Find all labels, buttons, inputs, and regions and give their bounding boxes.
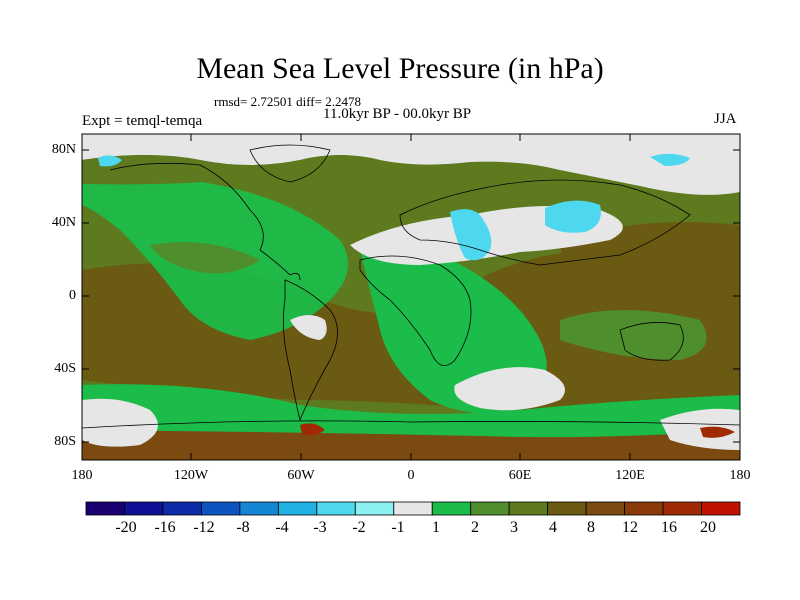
- lon-label-180w: 180: [71, 468, 93, 483]
- colorbar-label: -3: [313, 519, 327, 536]
- colorbar-swatch: [162, 501, 202, 516]
- colorbar-label: 4: [549, 519, 557, 536]
- coastlines: [82, 144, 740, 429]
- colorbar-label: 12: [622, 519, 638, 536]
- lat-label-40n: 40N: [51, 215, 76, 230]
- colorbar-label: 2: [471, 519, 479, 536]
- lon-label-180e: 180: [729, 468, 751, 483]
- coast-north-america: [109, 162, 301, 281]
- lat-label-0: 0: [69, 288, 76, 303]
- field-red-spot: [300, 423, 325, 436]
- colorbar-label: 3: [510, 519, 518, 536]
- lon-label-120w: 120W: [173, 468, 209, 483]
- colorbar-swatch: [85, 501, 125, 516]
- field-green-southern: [82, 384, 740, 438]
- colorbar-swatch: [316, 501, 356, 516]
- field-green-mid: [150, 242, 260, 274]
- colorbar-swatch: [508, 501, 549, 516]
- lon-label-60e: 60E: [508, 468, 532, 483]
- colorbar-swatch: [393, 501, 433, 516]
- colorbar-swatch: [585, 501, 625, 516]
- region-north-arctic-white: [82, 134, 740, 195]
- colorbar-label: -1: [391, 519, 405, 536]
- colorbar-swatch: [124, 501, 164, 516]
- field-red-spot-east: [700, 426, 735, 438]
- lon-label-120e: 120E: [615, 468, 645, 483]
- lon-ticks: [190, 134, 631, 460]
- region-mideast-cyan: [450, 209, 492, 261]
- colorbar-swatch: [701, 501, 741, 516]
- colorbar-label: -20: [115, 519, 137, 536]
- colorbar-label: -16: [154, 519, 176, 536]
- season-text: JJA: [714, 111, 737, 127]
- colorbar-label: 1: [432, 519, 440, 536]
- colorbar-swatch: [624, 501, 664, 516]
- colorbar-label: -2: [352, 519, 366, 536]
- colorbar-swatch: [470, 501, 510, 516]
- lat-label-40s: 40S: [54, 361, 76, 376]
- field-green-indian: [560, 310, 707, 360]
- region-southern-ocean-white: [82, 398, 158, 447]
- field-arctic-fringe: [82, 155, 380, 185]
- lat-ticks: [82, 149, 740, 443]
- colorbar-label: 20: [700, 519, 716, 536]
- map-title: Mean Sea Level Pressure (in hPa): [196, 52, 604, 85]
- coast-africa: [359, 255, 472, 367]
- colorbar-label: -8: [236, 519, 250, 536]
- colorbar-swatch: [547, 501, 587, 516]
- stats-text: rmsd= 2.72501 diff= 2.2478: [214, 94, 361, 109]
- field-cyan-alaska: [98, 155, 122, 167]
- period-text: 11.0kyr BP - 00.0kyr BP: [323, 106, 472, 122]
- coast-antarctica: [82, 420, 740, 429]
- lat-label-80s: 80S: [54, 434, 76, 449]
- field-white-southeast: [660, 408, 740, 450]
- region-south-atlantic-white: [454, 367, 565, 411]
- colorbar-swatch: [277, 501, 318, 516]
- map-field: [82, 134, 740, 460]
- colorbar-swatch: [662, 501, 702, 516]
- lon-label-60w: 60W: [287, 468, 315, 483]
- colorbar-swatch: [239, 501, 279, 516]
- coast-eurasia: [399, 179, 691, 266]
- coast-south-america: [282, 279, 338, 422]
- coast-greenland: [249, 144, 331, 183]
- colorbar-label: 8: [587, 519, 595, 536]
- colorbar-label: -4: [275, 519, 289, 536]
- coast-australia: [619, 322, 684, 361]
- field-white-pacific: [290, 315, 327, 340]
- lat-label-80n: 80N: [51, 142, 76, 157]
- field-brown-ne: [560, 222, 740, 330]
- colorbar-swatch: [354, 501, 395, 516]
- colorbar-label: -12: [193, 519, 215, 536]
- colorbar-label: 16: [661, 519, 677, 536]
- lon-label-0: 0: [407, 468, 415, 483]
- colorbar-swatch: [431, 501, 472, 516]
- region-asia-cyan: [545, 200, 601, 233]
- field-arctic-cap: [82, 134, 740, 152]
- field-cyan-siberia: [650, 153, 690, 166]
- colorbar-swatch: [201, 501, 241, 516]
- experiment-text: Expt = temql-temqa: [82, 113, 203, 129]
- colorbar: [85, 501, 741, 516]
